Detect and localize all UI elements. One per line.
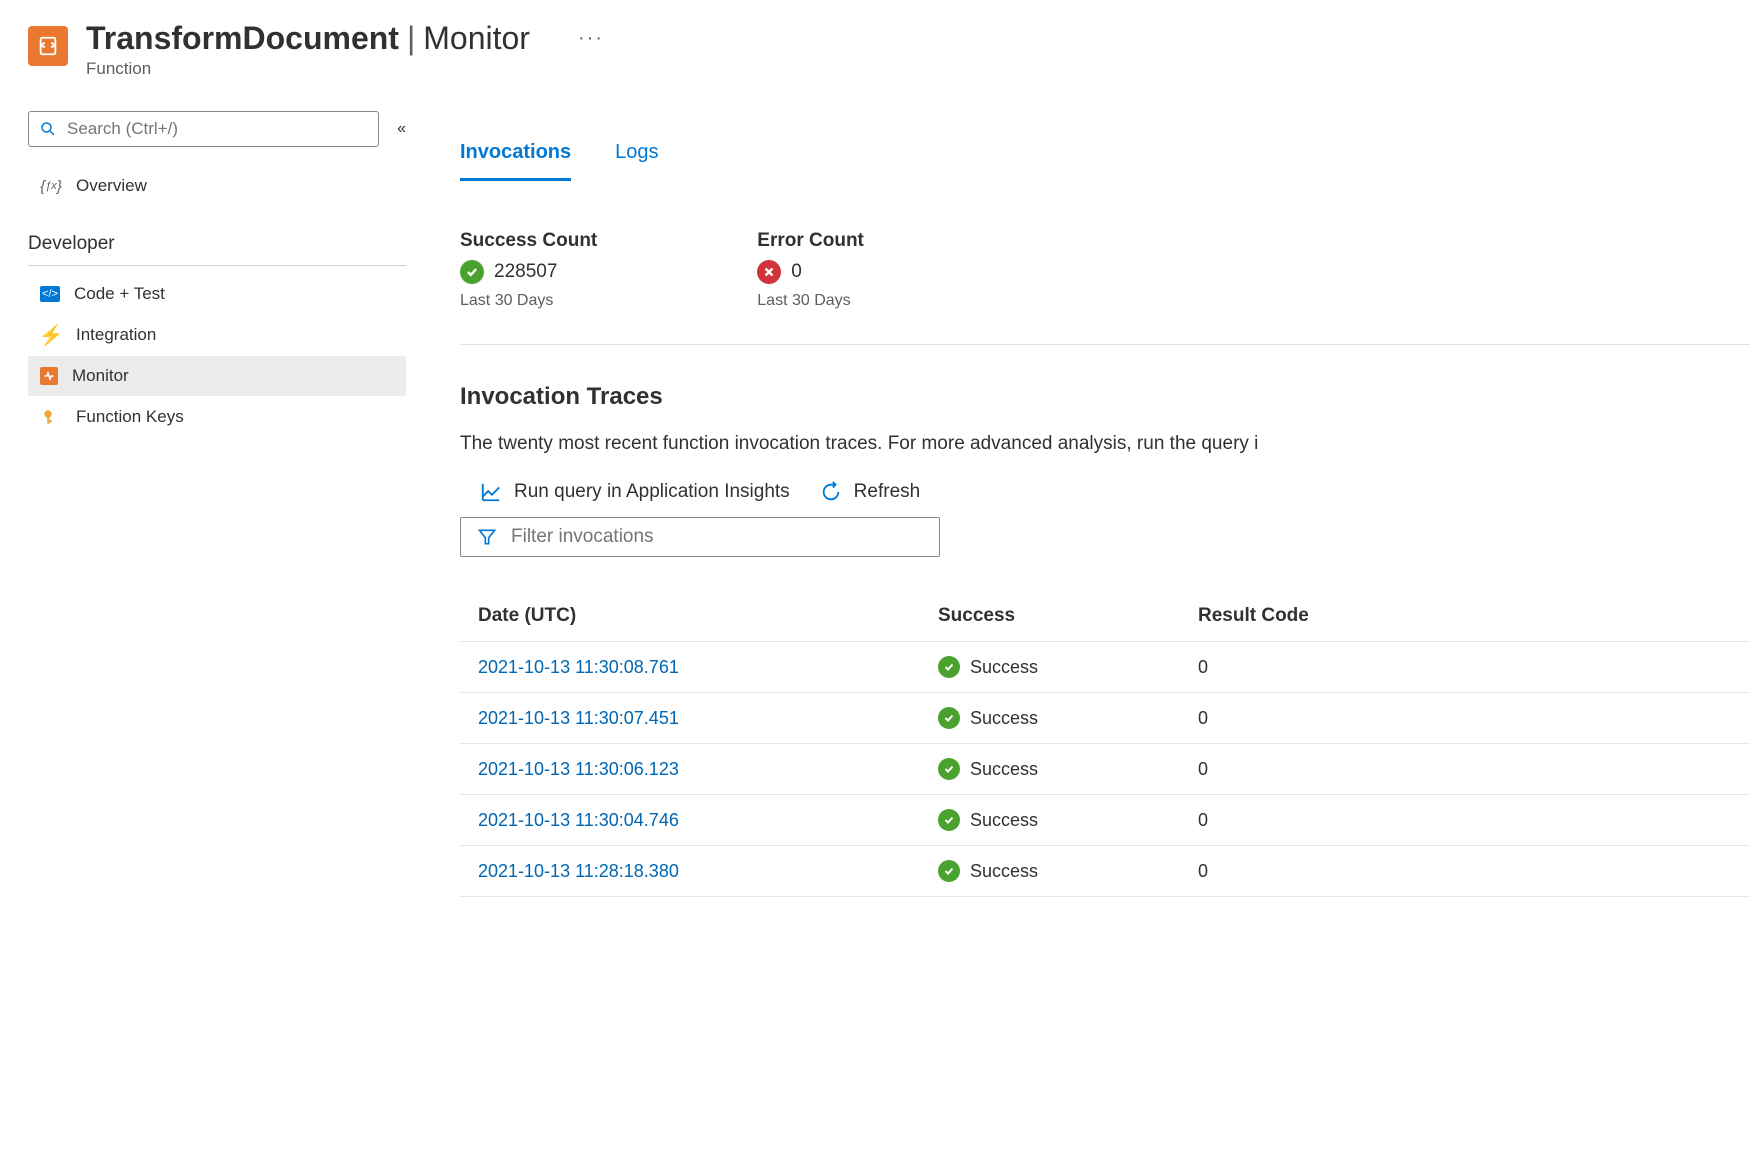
invocation-date-link[interactable]: 2021-10-13 11:28:18.380	[478, 861, 938, 882]
monitor-icon	[40, 367, 58, 385]
table-row: 2021-10-13 11:30:07.451 Success 0	[460, 693, 1750, 744]
stat-success-title: Success Count	[460, 230, 597, 252]
error-badge-icon	[757, 260, 781, 284]
invocation-result-code: 0	[1198, 810, 1398, 831]
invocation-date-link[interactable]: 2021-10-13 11:30:04.746	[478, 810, 938, 831]
sidebar-item-code-test[interactable]: </> Code + Test	[28, 274, 406, 314]
invocation-result-code: 0	[1198, 657, 1398, 678]
sidebar-section-developer: Developer	[28, 221, 406, 266]
success-check-icon	[938, 656, 960, 678]
title-sub: Monitor	[423, 20, 530, 57]
invocation-success-cell: Success	[938, 707, 1198, 729]
col-success: Success	[938, 605, 1198, 627]
run-query-label: Run query in Application Insights	[514, 481, 790, 503]
success-check-icon	[938, 758, 960, 780]
invocation-date-link[interactable]: 2021-10-13 11:30:07.451	[478, 708, 938, 729]
main-content: Invocations Logs Success Count 228507 La…	[420, 97, 1750, 897]
key-icon	[40, 406, 62, 428]
sidebar-item-function-keys[interactable]: Function Keys	[28, 396, 406, 438]
refresh-label: Refresh	[854, 481, 921, 503]
invocation-traces-title: Invocation Traces	[460, 383, 1750, 411]
search-input[interactable]	[67, 119, 368, 139]
sidebar-item-label: Overview	[76, 176, 147, 196]
sidebar-item-label: Integration	[76, 325, 156, 345]
invocation-result-code: 0	[1198, 861, 1398, 882]
invocation-success-cell: Success	[938, 656, 1198, 678]
success-check-icon	[938, 860, 960, 882]
tab-logs[interactable]: Logs	[615, 141, 658, 181]
table-row: 2021-10-13 11:30:06.123 Success 0	[460, 744, 1750, 795]
filter-icon	[477, 527, 497, 547]
collapse-sidebar-icon[interactable]: «	[397, 120, 406, 138]
sidebar-item-label: Function Keys	[76, 407, 184, 427]
sidebar-item-integration[interactable]: ⚡ Integration	[28, 314, 406, 356]
col-date: Date (UTC)	[478, 605, 938, 627]
refresh-button[interactable]: Refresh	[820, 481, 921, 503]
success-check-icon	[938, 707, 960, 729]
stat-success: Success Count 228507 Last 30 Days	[460, 230, 597, 310]
invocation-success-cell: Success	[938, 809, 1198, 831]
invocation-date-link[interactable]: 2021-10-13 11:30:06.123	[478, 759, 938, 780]
invocation-success-cell: Success	[938, 758, 1198, 780]
success-label: Success	[970, 708, 1038, 729]
tab-invocations[interactable]: Invocations	[460, 141, 571, 181]
table-row: 2021-10-13 11:30:08.761 Success 0	[460, 642, 1750, 693]
refresh-icon	[820, 481, 842, 503]
stat-error: Error Count 0 Last 30 Days	[757, 230, 864, 310]
table-row: 2021-10-13 11:30:04.746 Success 0	[460, 795, 1750, 846]
success-label: Success	[970, 657, 1038, 678]
sidebar-item-label: Monitor	[72, 366, 129, 386]
page-title: TransformDocument | Monitor ···	[86, 20, 604, 57]
table-header: Date (UTC) Success Result Code	[460, 591, 1750, 642]
tabs: Invocations Logs	[460, 141, 1750, 182]
search-icon	[39, 120, 57, 138]
success-label: Success	[970, 759, 1038, 780]
success-badge-icon	[460, 260, 484, 284]
success-label: Success	[970, 810, 1038, 831]
title-main: TransformDocument	[86, 20, 399, 57]
table-row: 2021-10-13 11:28:18.380 Success 0	[460, 846, 1750, 897]
page-subtitle: Function	[86, 59, 604, 79]
sidebar-item-label: Code + Test	[74, 284, 165, 304]
code-icon: </>	[40, 286, 60, 302]
stat-error-value: 0	[791, 261, 802, 283]
chart-icon	[480, 481, 502, 503]
function-app-icon	[28, 26, 68, 66]
invocations-table: Date (UTC) Success Result Code 2021-10-1…	[460, 591, 1750, 897]
more-actions-button[interactable]: ···	[578, 27, 604, 50]
col-result: Result Code	[1198, 605, 1398, 627]
search-box[interactable]	[28, 111, 379, 147]
sidebar-item-overview[interactable]: {ƒx} Overview	[28, 165, 406, 207]
sidebar: « {ƒx} Overview Developer </> Code + Tes…	[0, 97, 420, 897]
stat-success-value: 228507	[494, 261, 557, 283]
invocation-result-code: 0	[1198, 708, 1398, 729]
lightning-icon: ⚡	[40, 324, 62, 346]
title-separator: |	[407, 20, 415, 57]
invocation-traces-desc: The twenty most recent function invocati…	[460, 433, 1750, 455]
invocation-date-link[interactable]: 2021-10-13 11:30:08.761	[478, 657, 938, 678]
invocation-result-code: 0	[1198, 759, 1398, 780]
run-query-button[interactable]: Run query in Application Insights	[480, 481, 790, 503]
sidebar-item-monitor[interactable]: Monitor	[28, 356, 406, 396]
overview-icon: {ƒx}	[40, 175, 62, 197]
success-check-icon	[938, 809, 960, 831]
invocation-success-cell: Success	[938, 860, 1198, 882]
filter-invocations-input[interactable]	[511, 526, 923, 548]
success-label: Success	[970, 861, 1038, 882]
filter-invocations-box[interactable]	[460, 517, 940, 557]
stat-error-title: Error Count	[757, 230, 864, 252]
stat-error-period: Last 30 Days	[757, 292, 864, 310]
stat-success-period: Last 30 Days	[460, 292, 597, 310]
